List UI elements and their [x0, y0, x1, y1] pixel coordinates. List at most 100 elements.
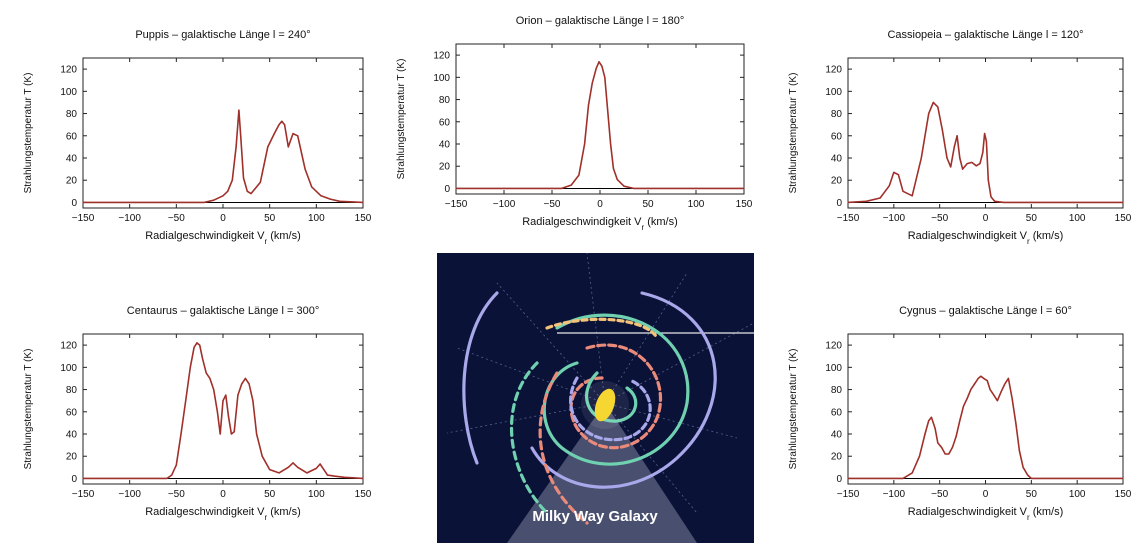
- data-point: [607, 110, 609, 112]
- data-point: [604, 76, 606, 78]
- data-point: [928, 112, 930, 115]
- y-tick-label: 0: [71, 474, 77, 485]
- data-point: [267, 146, 269, 148]
- y-tick-label: 100: [825, 363, 842, 374]
- x-axis-label: Radialgeschwindigkeit Vr (km/s): [908, 506, 1064, 522]
- x-axis-label: Radialgeschwindigkeit Vr (km/s): [145, 230, 301, 246]
- data-point: [948, 453, 950, 455]
- galaxy-title: Milky Way Galaxy: [532, 508, 658, 525]
- x-tick-label: 150: [355, 213, 372, 224]
- data-point: [953, 146, 955, 148]
- data-point: [252, 400, 254, 402]
- data-point: [956, 135, 958, 137]
- data-point: [455, 187, 457, 190]
- data-point: [962, 405, 965, 407]
- data-point: [231, 179, 233, 181]
- data-point: [304, 168, 306, 170]
- data-point: [1027, 474, 1029, 476]
- y-tick-label: 20: [66, 452, 78, 463]
- data-point: [847, 201, 849, 204]
- lower-arm-1: [509, 361, 549, 515]
- data-point: [587, 104, 590, 106]
- chart-title: Orion – galaktische Länge l = 180°: [516, 15, 685, 27]
- data-point: [222, 195, 224, 197]
- data-point: [918, 455, 921, 457]
- x-tick-label: −100: [118, 213, 141, 224]
- series-line: [847, 101, 1123, 204]
- plot-frame: [455, 43, 745, 195]
- series-line: [848, 375, 1123, 480]
- data-point: [616, 178, 618, 181]
- data-point: [225, 394, 227, 396]
- y-tick-label: 100: [60, 87, 77, 98]
- data-point: [879, 197, 881, 199]
- data-point: [315, 467, 317, 470]
- x-tick-label: −150: [72, 489, 95, 500]
- data-point: [591, 82, 593, 84]
- x-axis-label-unit: (km/s): [267, 230, 301, 242]
- data-point: [246, 190, 248, 192]
- lower-arm-2: [538, 371, 589, 525]
- x-tick-label: 0: [220, 213, 226, 224]
- x-tick-label: −150: [837, 213, 860, 224]
- data-point: [292, 462, 294, 464]
- data-point: [959, 157, 961, 159]
- data-point: [983, 377, 985, 380]
- y-tick-label: 60: [66, 131, 78, 142]
- data-point: [902, 477, 904, 480]
- y-tick-label: 60: [831, 131, 843, 142]
- data-point: [233, 431, 235, 433]
- y-tick-label: 20: [831, 452, 843, 463]
- data-point: [222, 400, 224, 402]
- data-point: [227, 190, 229, 192]
- data-point: [334, 475, 336, 477]
- data-point: [944, 453, 946, 455]
- chart-puppis: Puppis – galaktische Länge l = 240° −150 −…: [23, 29, 372, 246]
- data-point: [201, 357, 204, 360]
- y-axis-label: Strahlungstemperatur T (K): [23, 349, 34, 470]
- data-point: [623, 185, 625, 187]
- upper-arm: [545, 317, 659, 340]
- data-point: [193, 346, 195, 348]
- data-point: [941, 129, 944, 131]
- x-tick-label: 100: [308, 489, 325, 500]
- data-point: [986, 380, 988, 382]
- data-point: [329, 198, 331, 200]
- y-tick-label: 120: [60, 341, 77, 352]
- data-point: [241, 383, 243, 385]
- y-axis-label: Strahlungstemperatur T (K): [788, 73, 799, 194]
- x-tick-label: 0: [597, 199, 603, 210]
- data-point: [911, 195, 913, 197]
- x-axis-label-main: Radialgeschwindigkeit V: [145, 230, 265, 242]
- y-tick-label: 80: [439, 95, 451, 106]
- y-tick-label: 60: [439, 117, 451, 128]
- data-point: [269, 468, 271, 471]
- plot-frame: [847, 333, 1124, 485]
- data-point: [235, 146, 237, 148]
- x-tick-label: 100: [308, 213, 325, 224]
- y-tick-label: 120: [60, 65, 77, 76]
- x-axis-label-main: Radialgeschwindigkeit V: [908, 506, 1028, 518]
- x-tick-label: 50: [1026, 489, 1038, 500]
- data-point: [343, 476, 345, 478]
- data-point: [561, 187, 563, 190]
- data-point: [244, 377, 246, 380]
- data-point: [1122, 201, 1124, 204]
- x-axis-label: Radialgeschwindigkeit Vr (km/s): [522, 216, 678, 232]
- y-tick-label: 20: [831, 176, 843, 187]
- data-point: [199, 344, 201, 346]
- y-tick-label: 40: [831, 154, 843, 165]
- data-point: [966, 162, 968, 165]
- x-tick-label: 50: [264, 489, 276, 500]
- x-axis-label-sub: r: [264, 237, 267, 246]
- data-point: [937, 442, 939, 444]
- data-point: [306, 472, 308, 474]
- x-tick-label: −50: [931, 213, 948, 224]
- data-point: [362, 201, 364, 204]
- x-tick-label: −50: [168, 213, 185, 224]
- y-tick-label: 0: [71, 198, 77, 209]
- chart-cygnus: Cygnus – galaktische Länge l = 60° −150 −1…: [788, 305, 1132, 522]
- chart-centaurus: Centaurus – galaktische Länge l = 300° −1…: [23, 305, 372, 522]
- data-point: [930, 416, 933, 418]
- y-tick-label: 40: [831, 430, 843, 441]
